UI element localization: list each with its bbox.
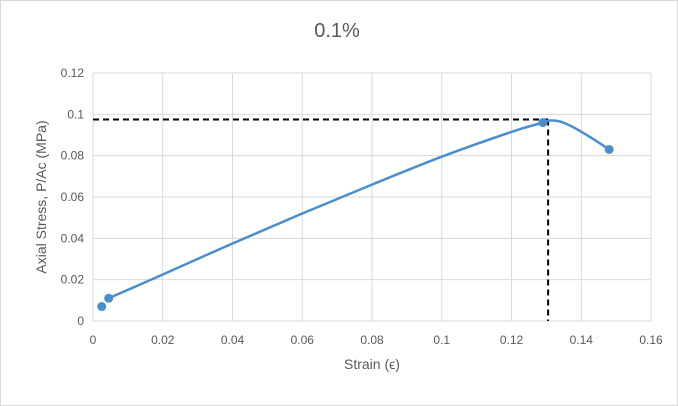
- y-tick-label: 0: [77, 314, 84, 328]
- data-point: [104, 293, 114, 303]
- reference-lines: [93, 118, 550, 321]
- y-tick-labels: 0 0.02 0.04 0.06 0.08 0.1 0.12: [61, 66, 85, 328]
- x-tick-label: 0: [90, 333, 97, 347]
- data-point: [538, 118, 548, 128]
- data-point: [604, 144, 614, 154]
- y-tick-label: 0.04: [61, 231, 85, 245]
- y-tick-label: 0.1: [67, 107, 84, 121]
- x-tick-label: 0.04: [221, 333, 245, 347]
- y-tick-label: 0.12: [61, 66, 85, 80]
- series-group: [97, 118, 614, 312]
- x-tick-label: 0.16: [639, 333, 663, 347]
- y-axis-label: Axial Stress, P/Ac (MPa): [33, 120, 49, 273]
- y-tick-label: 0.08: [61, 149, 85, 163]
- chart-title: 0.1%: [314, 20, 360, 42]
- data-point: [97, 302, 107, 312]
- y-tick-label: 0.02: [61, 273, 85, 287]
- series-line: [108, 119, 610, 300]
- x-tick-label: 0.08: [360, 333, 384, 347]
- x-tick-label: 0.02: [151, 333, 175, 347]
- x-tick-label: 0.12: [500, 333, 524, 347]
- x-tick-label: 0.06: [291, 333, 315, 347]
- gridlines: [92, 72, 652, 322]
- x-tick-label: 0.14: [570, 333, 594, 347]
- x-tick-labels: 0 0.02 0.04 0.06 0.08 0.1 0.12 0.14 0.16: [90, 333, 663, 347]
- x-axis-label: Strain (ϵ): [344, 356, 400, 372]
- y-tick-label: 0.06: [61, 190, 85, 204]
- x-tick-label: 0.1: [433, 333, 450, 347]
